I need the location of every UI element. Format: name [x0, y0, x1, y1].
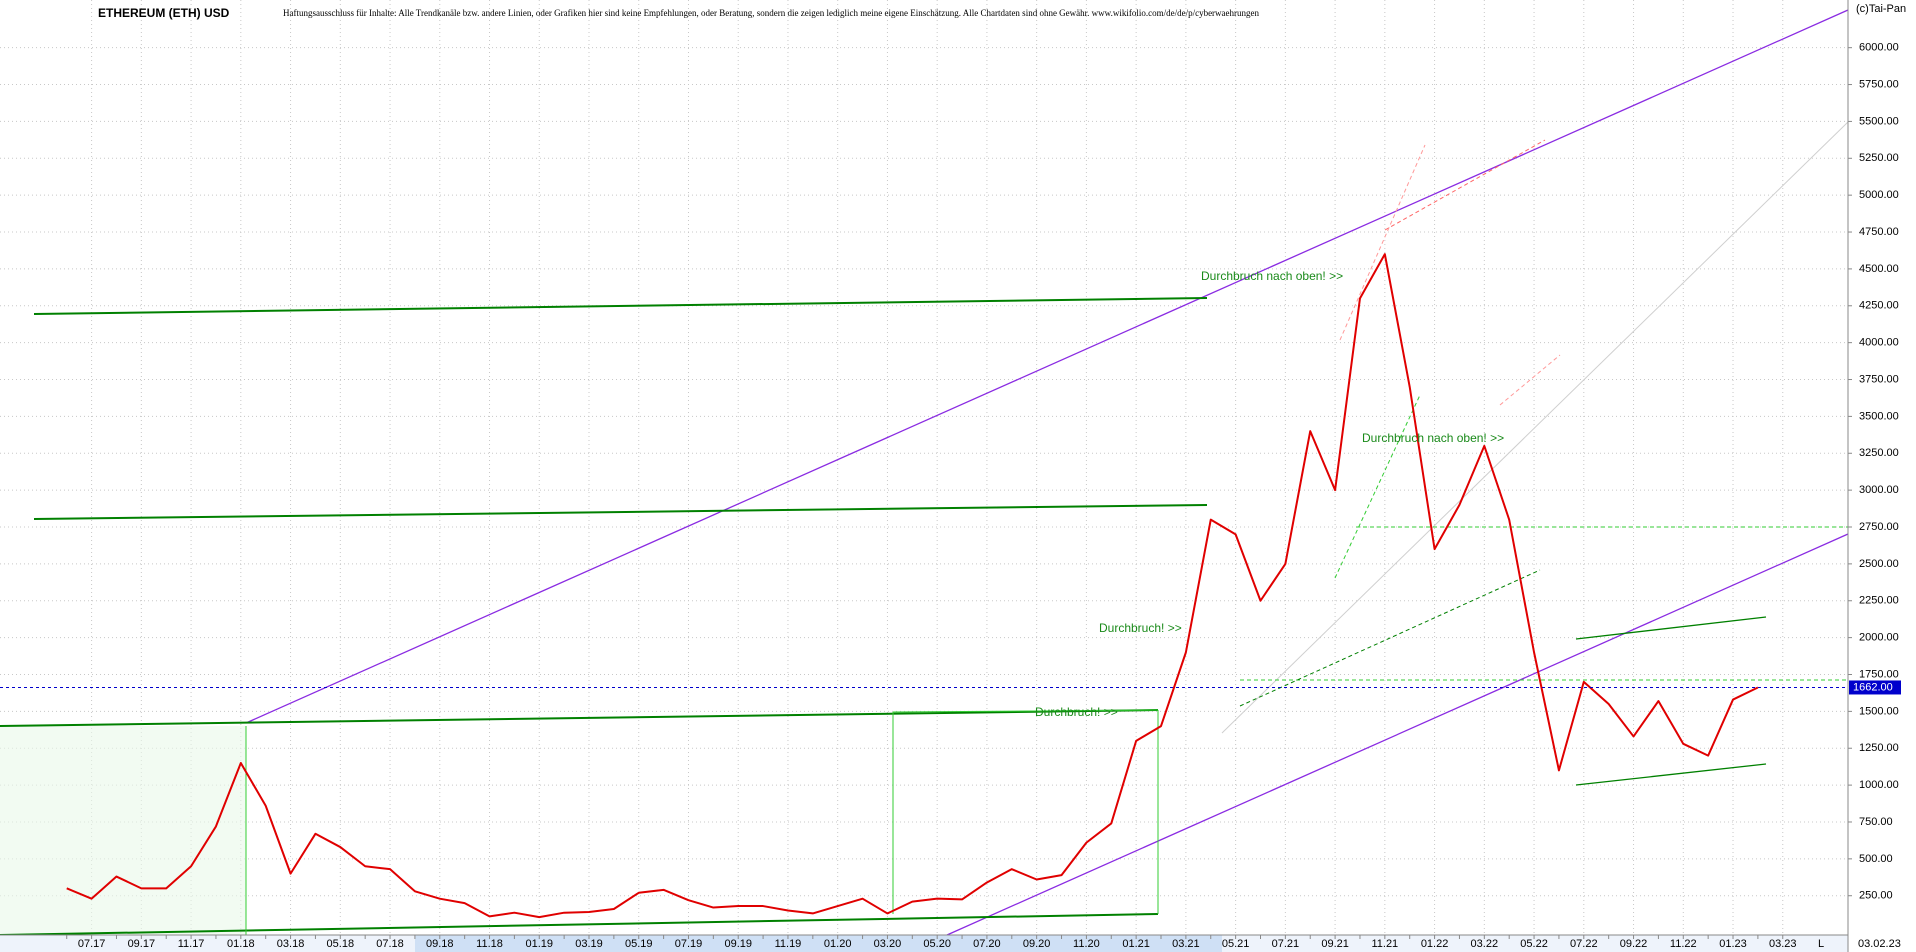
y-tick-label: 750.00: [1859, 816, 1893, 828]
x-tick-label: 11.20: [1073, 938, 1100, 950]
x-tick-label: 01.21: [1122, 938, 1150, 950]
zone: [0, 726, 246, 935]
trend-line: [245, 9, 1849, 724]
x-tick-label: 03.20: [874, 938, 902, 950]
plot: [66, 253, 1759, 919]
x-tick-label: 07.17: [78, 938, 106, 950]
x-tick-label: 03.22: [1471, 938, 1499, 950]
annotation: Durchbruch! >>: [1035, 705, 1118, 719]
x-tick-label: 11.17: [178, 938, 205, 950]
x-tick-label: 11.21: [1371, 938, 1398, 950]
x-tick-label: 05.18: [327, 938, 355, 950]
x-tick-label: 07.22: [1570, 938, 1598, 950]
date-label: 03.02.23: [1858, 938, 1901, 950]
y-tick-label: 1250.00: [1859, 742, 1899, 754]
trend-line: [1334, 394, 1421, 579]
price-line: [66, 253, 1759, 919]
copyright: (c)Tai-Pan: [1856, 3, 1906, 15]
x-tick-label: 09.20: [1023, 938, 1051, 950]
trend-line: [0, 709, 1159, 727]
trend-line: [1384, 139, 1546, 231]
x-tick-label: 05.20: [923, 938, 951, 950]
x-tick-label: 01.20: [824, 938, 852, 950]
x-tick-label: 07.20: [973, 938, 1001, 950]
chart-title: ETHEREUM (ETH) USD: [98, 6, 230, 20]
trend-line: [1575, 763, 1767, 786]
y-tick-label: 4250.00: [1859, 300, 1899, 312]
x-tick-label: 11.19: [775, 938, 802, 950]
x-tick-label: 11.18: [476, 938, 503, 950]
disclaimer: Haftungsausschluss für Inhalte: Alle Tre…: [283, 8, 1260, 18]
annotation: Durchbruch! >>: [1099, 621, 1182, 635]
x-axis-highlight: [415, 935, 1222, 952]
trend-line: [0, 913, 1159, 936]
y-tick-label: 2500.00: [1859, 558, 1899, 570]
y-tick-label: 1000.00: [1859, 779, 1899, 791]
y-tick-label: 2000.00: [1859, 632, 1899, 644]
grid: [0, 0, 1848, 935]
trend-line: [892, 709, 1159, 713]
x-tick-label: 01.23: [1719, 938, 1747, 950]
x-tick-label: 03.19: [575, 938, 603, 950]
x-tick-label: 09.17: [128, 938, 156, 950]
x-tick-label: 11.22: [1670, 938, 1697, 950]
x-tick-label: 01.22: [1421, 938, 1449, 950]
mode-label: L: [1818, 938, 1824, 950]
y-tick-label: 5250.00: [1859, 152, 1899, 164]
trend-lines: [0, 9, 1849, 936]
trend-line: [33, 297, 1208, 315]
x-tick-label: 09.19: [724, 938, 752, 950]
trend-line: [1339, 144, 1426, 341]
x-tick-label: 07.18: [376, 938, 404, 950]
x-tick-label: 07.19: [675, 938, 703, 950]
y-tick-label: 6000.00: [1859, 42, 1899, 54]
y-tick-label: 4500.00: [1859, 263, 1899, 275]
annotation: Durchbruch nach oben! >>: [1362, 431, 1504, 445]
x-tick-label: 05.19: [625, 938, 653, 950]
trend-line: [1221, 121, 1849, 734]
annotation: Durchbruch nach oben! >>: [1201, 269, 1343, 283]
trend-line: [1239, 569, 1541, 707]
y-tick-label: 5750.00: [1859, 78, 1899, 90]
x-tick-label: 05.21: [1222, 938, 1250, 950]
x-tick-label: 03.23: [1769, 938, 1797, 950]
y-tick-label: 1750.00: [1859, 668, 1899, 680]
current-price-label: 1662.00: [1853, 681, 1893, 693]
y-tick-label: 500.00: [1859, 853, 1893, 865]
y-tick-label: 5000.00: [1859, 189, 1899, 201]
x-tick-label: 09.18: [426, 938, 454, 950]
trend-line: [33, 504, 1208, 520]
trend-line: [946, 533, 1849, 936]
x-tick-label: 09.21: [1321, 938, 1349, 950]
y-tick-label: 250.00: [1859, 890, 1893, 902]
y-tick-label: 5500.00: [1859, 115, 1899, 127]
current-price-box: [1849, 680, 1901, 695]
y-tick-label: 2750.00: [1859, 521, 1899, 533]
trend-line: [1575, 616, 1767, 640]
x-tick-label: 09.22: [1620, 938, 1648, 950]
x-tick-label: 05.22: [1520, 938, 1548, 950]
y-tick-label: 3750.00: [1859, 373, 1899, 385]
x-tick-label: 07.21: [1272, 938, 1300, 950]
x-tick-label: 01.19: [525, 938, 553, 950]
y-tick-label: 3000.00: [1859, 484, 1899, 496]
y-tick-label: 3500.00: [1859, 410, 1899, 422]
y-tick-label: 2250.00: [1859, 595, 1899, 607]
x-tick-label: 03.18: [277, 938, 305, 950]
y-tick-label: 4750.00: [1859, 226, 1899, 238]
y-tick-label: 4000.00: [1859, 337, 1899, 349]
y-tick-label: 3250.00: [1859, 447, 1899, 459]
trend-line: [1499, 354, 1561, 406]
y-tick-label: 1500.00: [1859, 705, 1899, 717]
x-tick-label: 03.21: [1172, 938, 1200, 950]
x-tick-label: 01.18: [227, 938, 255, 950]
